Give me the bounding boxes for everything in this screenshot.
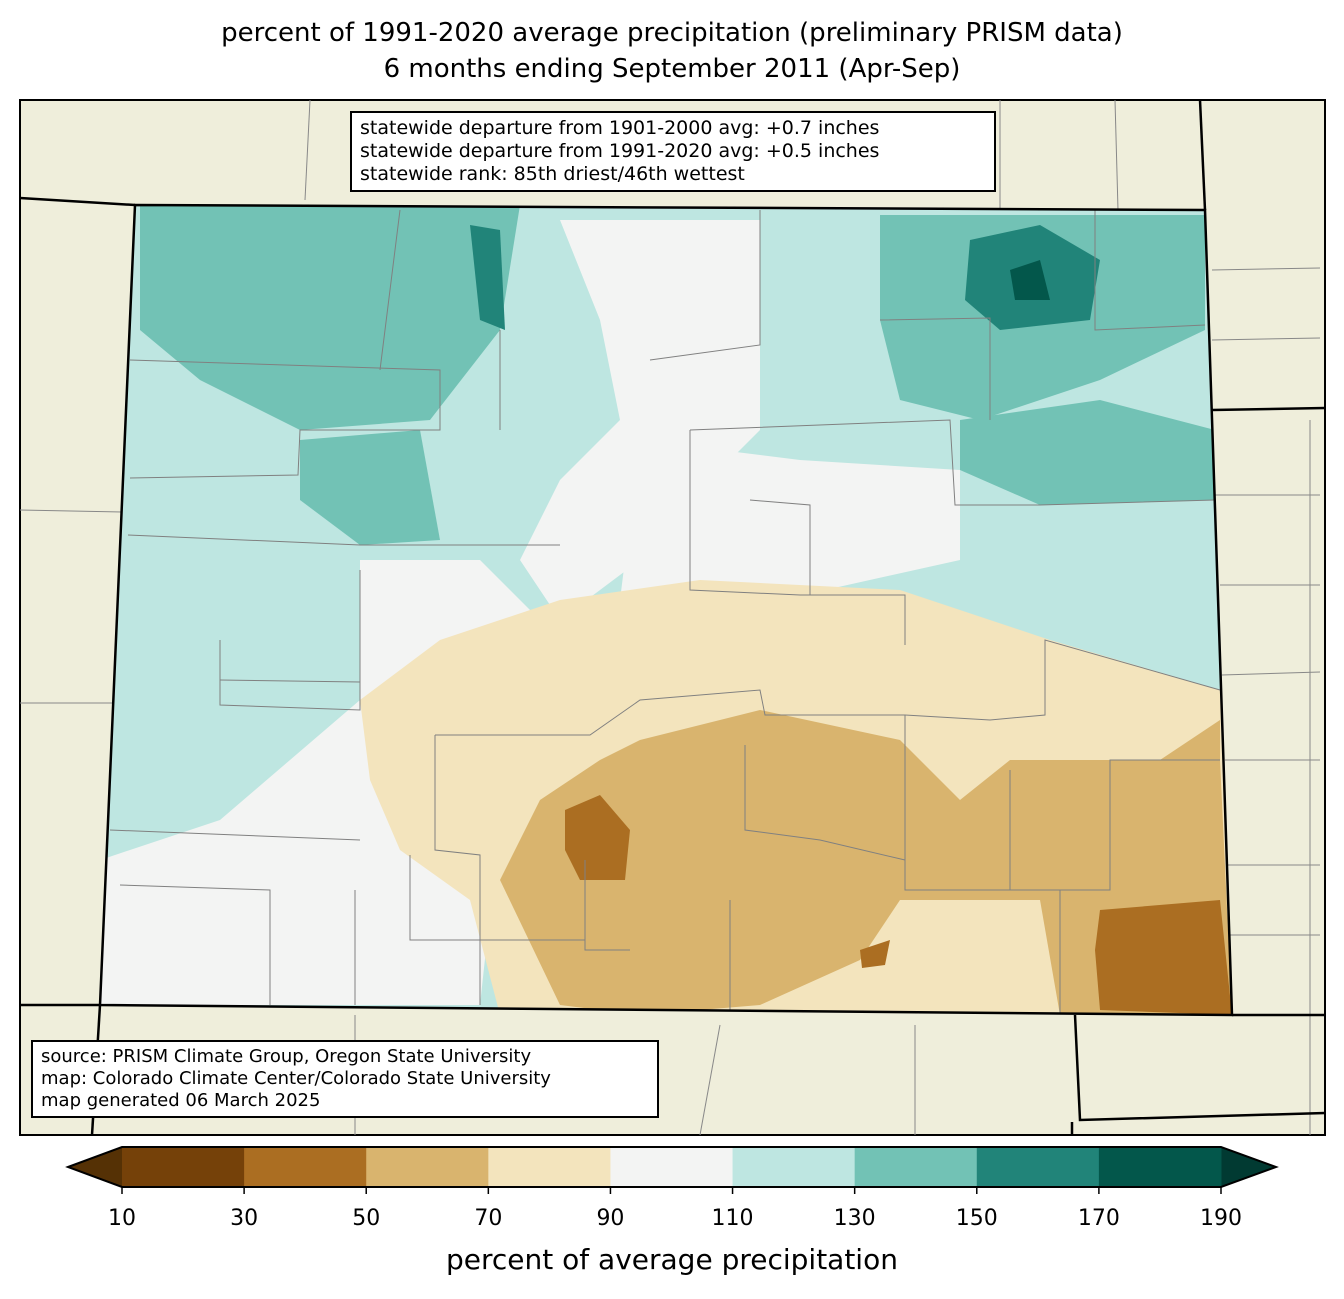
colorbar-bin xyxy=(366,1147,489,1187)
colorbar-tick-label: 170 xyxy=(1077,1206,1120,1231)
state-boundaries xyxy=(19,99,1326,1136)
precipitation-field xyxy=(100,205,1232,1015)
colorbar-bin xyxy=(244,1147,367,1187)
statewide-stats-box: statewide departure from 1901-2000 avg: … xyxy=(350,111,996,192)
stats-departure-1991-2020: statewide departure from 1991-2020 avg: … xyxy=(360,140,880,162)
stats-rank: statewide rank: 85th driest/46th wettest xyxy=(360,163,745,185)
colorbar-tick-label: 50 xyxy=(352,1206,381,1231)
colorbar xyxy=(65,1146,1279,1194)
colorbar-extend-low xyxy=(68,1147,122,1187)
colorbar-bin xyxy=(854,1147,978,1187)
colorbar-tick-label: 110 xyxy=(711,1206,754,1231)
county-boundaries xyxy=(109,209,1221,1015)
colorbar-tick-label: 150 xyxy=(955,1206,998,1231)
source-map: map: Colorado Climate Center/Colorado St… xyxy=(41,1068,551,1089)
colorbar-tick-label: 10 xyxy=(108,1206,136,1231)
colorbar-tick-label: 90 xyxy=(596,1206,625,1231)
colorbar-bin xyxy=(1098,1147,1222,1187)
colorbar-bin xyxy=(488,1147,611,1187)
colorbar-bin xyxy=(976,1147,1100,1187)
colorbar-bin xyxy=(732,1147,856,1187)
colorbar-bin xyxy=(122,1147,245,1187)
colorbar-bin xyxy=(610,1147,734,1187)
colorbar-tick-label: 130 xyxy=(833,1206,876,1231)
stats-departure-1901-2000: statewide departure from 1901-2000 avg: … xyxy=(360,117,880,139)
colorbar-extend-high xyxy=(1221,1147,1276,1187)
map-title-line2: 6 months ending September 2011 (Apr-Sep) xyxy=(383,54,961,84)
map-title-line1: percent of 1991-2020 average precipitati… xyxy=(221,18,1123,48)
colorbar-tick-label: 30 xyxy=(230,1206,259,1231)
source-box: source: PRISM Climate Group, Oregon Stat… xyxy=(31,1040,659,1118)
source-generated: map generated 06 March 2025 xyxy=(41,1090,321,1111)
colorbar-label: percent of average precipitation xyxy=(446,1243,898,1276)
colorbar-tick-label: 190 xyxy=(1200,1206,1242,1231)
source-prism: source: PRISM Climate Group, Oregon Stat… xyxy=(41,1046,532,1067)
colorbar-tick-label: 70 xyxy=(474,1206,503,1231)
